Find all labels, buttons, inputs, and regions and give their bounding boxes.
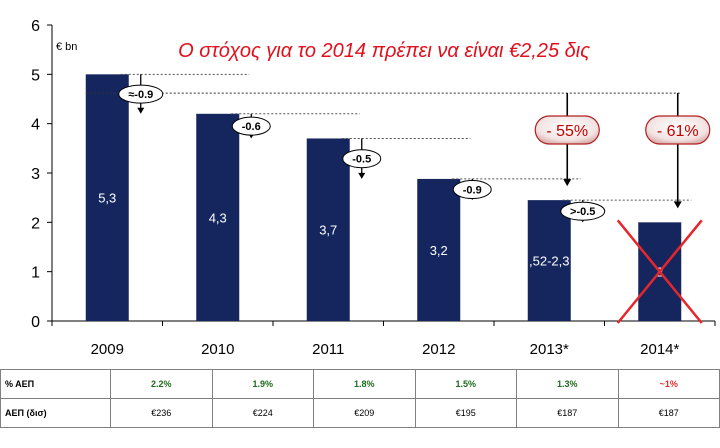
table-cell: 2.2% xyxy=(110,369,213,399)
reduction-pill xyxy=(534,115,600,145)
table-cell: 1.8% xyxy=(313,369,416,399)
bar xyxy=(306,138,350,321)
bar xyxy=(527,200,571,321)
change-bubble xyxy=(231,116,271,136)
table-cell: 1.5% xyxy=(414,369,517,399)
bars: 5,34,33,73,2,52-2,32 xyxy=(85,74,682,321)
y-tick-label: 2 xyxy=(31,215,40,232)
bar-label: 3,2 xyxy=(430,243,448,258)
reduction-pill xyxy=(645,115,711,145)
table-cell: €187 xyxy=(617,398,720,428)
row-label: ΑΕΠ (δισ) xyxy=(0,398,111,428)
change-label: >-0.5 xyxy=(570,206,595,218)
change-label: -0.5 xyxy=(352,154,371,166)
cross-mark xyxy=(616,219,703,324)
bar-label: 3,7 xyxy=(319,223,337,238)
reduction-arrow-head xyxy=(563,179,572,187)
row-label: % ΑΕΠ xyxy=(0,369,111,399)
table-cell: ~1% xyxy=(617,369,720,399)
table-cell: €209 xyxy=(313,398,416,428)
gdp-percent-row: % ΑΕΠ 2.2% 1.9% 1.8% 1.5% 1.3% ~1% xyxy=(0,369,720,399)
y-tick-label: 1 xyxy=(31,265,40,282)
change-label: -0.9 xyxy=(463,185,482,197)
table-cell: €236 xyxy=(110,398,213,428)
chart-title: Ο στόχος για το 2014 πρέπει να είναι €2,… xyxy=(178,40,590,62)
change-bubble xyxy=(452,180,492,200)
bar xyxy=(85,74,129,321)
change-arrow-head xyxy=(358,172,366,179)
bar-label: ,52-2,3 xyxy=(529,254,569,269)
gdp-value-row: ΑΕΠ (δισ) €236 €224 €209 €195 €187 €187 xyxy=(0,398,720,428)
change-label: -0.6 xyxy=(242,121,261,133)
change-label: ≈-0.9 xyxy=(128,89,153,101)
x-tick-label: 2014* xyxy=(640,341,679,358)
axes: 0 1 2 3 4 5 6 2009 2010 2011 2012 2013* 2014* xyxy=(31,18,716,358)
chart: 0 1 2 3 4 5 6 2009 2010 2011 2012 2013* 2014* 5,3 4,3… xyxy=(31,18,716,358)
y-tick-label: 0 xyxy=(31,314,40,331)
table-cell: €224 xyxy=(211,398,314,428)
y-tick-label: 6 xyxy=(31,18,40,35)
y-tick-label: 5 xyxy=(31,67,40,84)
y-tick-label: 4 xyxy=(31,117,40,134)
unit-label: € bn xyxy=(56,41,77,53)
x-tick-label: 2010 xyxy=(201,341,234,358)
change-bubble xyxy=(118,84,164,104)
table-cell: 1.3% xyxy=(516,369,619,399)
bar xyxy=(417,178,461,321)
y-tick-label: 3 xyxy=(31,166,40,183)
reduction-label: - 55% xyxy=(546,123,588,140)
bar-label: 5,3 xyxy=(98,191,116,206)
x-tick-label: 2011 xyxy=(312,341,344,358)
reduction-arrow-head xyxy=(673,201,682,209)
table-cell: 1.9% xyxy=(211,369,314,399)
x-tick-label: 2012 xyxy=(422,341,455,358)
bar-label: 4,3 xyxy=(209,210,227,225)
change-bubble xyxy=(342,149,382,169)
stats-table: % ΑΕΠ 2.2% 1.9% 1.8% 1.5% 1.3% ~1% ΑΕΠ (… xyxy=(0,369,720,428)
x-tick-label: 2009 xyxy=(91,341,124,358)
reduction-label: - 61% xyxy=(657,123,699,140)
table-cell: €195 xyxy=(414,398,517,428)
change-bubble xyxy=(560,201,606,221)
bar xyxy=(196,113,240,321)
x-tick-label: 2013* xyxy=(530,341,569,358)
change-arrow-head xyxy=(137,107,145,114)
table-cell: €187 xyxy=(516,398,619,428)
annotations: ≈-0.9 -0.6 -0.5 -0.9 >-0.5 - 55% - 61% xyxy=(85,73,711,324)
